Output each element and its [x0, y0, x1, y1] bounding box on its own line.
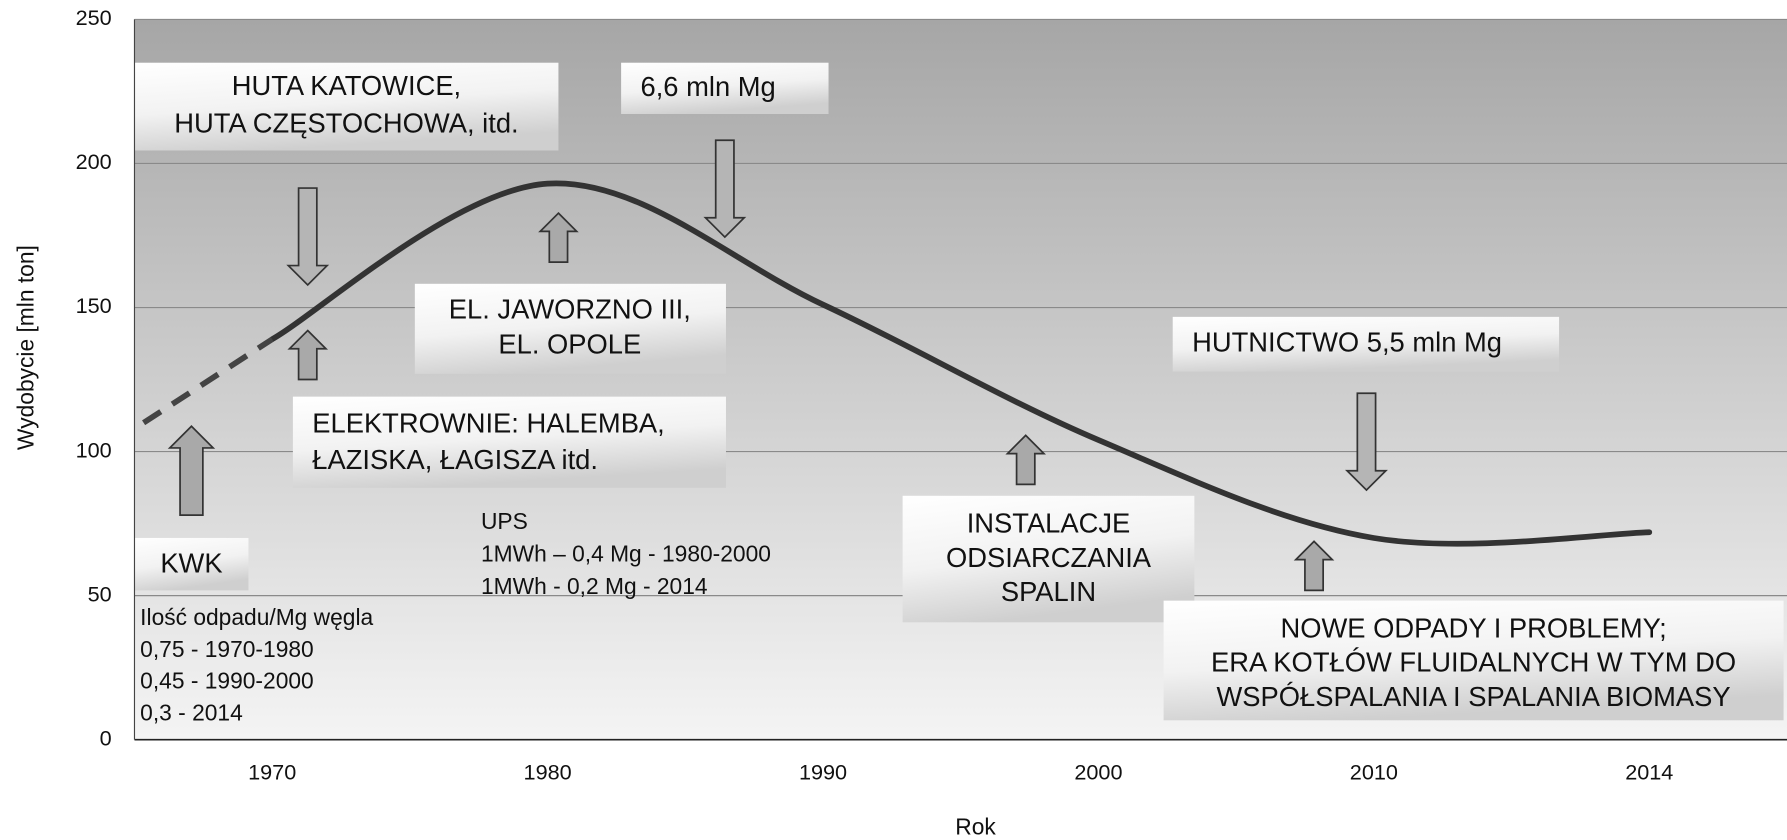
arrows [167, 139, 1388, 592]
annotation-box [902, 495, 1195, 623]
annotation-box [621, 62, 829, 114]
y-axis-label: Wydobycie [mln ton] [12, 245, 38, 450]
annotation-text: EL. OPOLE [498, 329, 641, 360]
y-tick-label: 250 [76, 5, 112, 30]
y-tick-label: 100 [76, 437, 112, 462]
annotation-text: ERA KOTŁÓW FLUIDALNYCH W TYM DO [1211, 647, 1736, 678]
annotation-text: HUTNICTWO 5,5 mln Mg [1192, 326, 1502, 357]
x-tick-label: 2000 [1074, 760, 1122, 785]
annotation-box [1172, 316, 1560, 372]
annotation-text: ODSIARCZANIA [946, 542, 1152, 573]
arrow-up [1293, 540, 1335, 592]
annotation-text: ELEKTROWNIE: HALEMBA, [312, 407, 665, 438]
annotation-text: 0,75 - 1970-1980 [140, 636, 314, 662]
line-series [269, 180, 1653, 547]
x-axis-label: Rok [955, 814, 996, 840]
annotation-text: EL. JAWORZNO III, [449, 293, 691, 324]
annotation-box [134, 62, 559, 151]
arrow-up [538, 211, 579, 264]
annotation-text: 0,3 - 2014 [140, 700, 243, 726]
annotation-box [134, 537, 249, 591]
arrow-down [286, 187, 330, 287]
annotation-text: SPALIN [1001, 576, 1096, 607]
annotation-text: 0,45 - 1990-2000 [140, 668, 314, 694]
annotation-text: 1MWh – 0,4 Mg - 1980-2000 [481, 541, 771, 567]
x-tick-label: 2010 [1350, 760, 1398, 785]
annotation-text: HUTA CZĘSTOCHOWA, itd. [174, 108, 518, 139]
arrow-down [1345, 392, 1388, 492]
annotation-text: WSPÓŁSPALANIA I SPALANIA BIOMASY [1217, 681, 1731, 712]
y-tick-label: 50 [88, 581, 112, 606]
line-series [142, 336, 274, 426]
arrow-up [1005, 434, 1046, 486]
arrow-down [703, 139, 747, 239]
annotation-text: ŁAZISKA, ŁAGISZA itd. [312, 444, 598, 475]
annotation-text: KWK [160, 548, 222, 579]
annotation-box [292, 396, 726, 488]
arrow-up [287, 329, 329, 381]
x-tick-label: 1970 [248, 760, 296, 785]
y-tick-label: 0 [100, 725, 112, 750]
x-tick-label: 1980 [524, 760, 572, 785]
annotation-text: 6,6 mln Mg [640, 71, 775, 102]
x-tick-label: 2014 [1625, 760, 1673, 785]
x-tick-label: 1990 [799, 760, 847, 785]
y-tick-label: 200 [76, 149, 112, 174]
annotation-text: Ilość odpadu/Mg węgla [140, 604, 373, 630]
annotation-text: NOWE ODPADY I PROBLEMY; [1280, 612, 1666, 643]
annotation-text: INSTALACJE [967, 508, 1131, 539]
annotation-box [414, 283, 726, 374]
y-tick-label: 150 [76, 293, 112, 318]
annotation-box [1163, 600, 1784, 721]
annotation-text: HUTA KATOWICE, [232, 70, 461, 101]
annotation-text: 1MWh - 0,2 Mg - 2014 [481, 573, 708, 599]
annotation-text: UPS [481, 508, 528, 534]
arrow-up [167, 425, 216, 517]
